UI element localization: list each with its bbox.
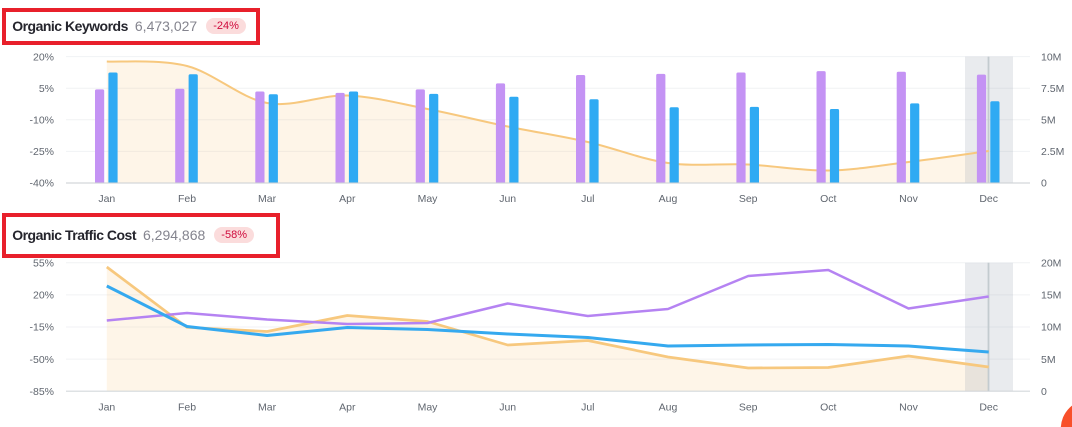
svg-text:Apr: Apr <box>339 402 356 414</box>
svg-text:Mar: Mar <box>258 402 277 414</box>
svg-text:10M: 10M <box>1041 322 1061 334</box>
svg-text:5%: 5% <box>39 83 54 95</box>
svg-text:-10%: -10% <box>29 115 54 127</box>
svg-text:15M: 15M <box>1041 290 1061 302</box>
svg-text:Jul: Jul <box>581 193 594 205</box>
svg-text:0: 0 <box>1041 178 1047 190</box>
svg-text:20%: 20% <box>33 51 54 63</box>
svg-text:Apr: Apr <box>339 193 356 205</box>
svg-text:Oct: Oct <box>820 402 836 414</box>
svg-text:Nov: Nov <box>899 193 918 205</box>
svg-text:55%: 55% <box>33 258 54 270</box>
svg-text:May: May <box>418 193 439 205</box>
svg-text:Dec: Dec <box>979 402 998 414</box>
svg-text:-50%: -50% <box>29 354 54 366</box>
svg-text:7.5M: 7.5M <box>1041 83 1064 95</box>
svg-text:Feb: Feb <box>178 193 196 205</box>
svg-text:Mar: Mar <box>258 193 277 205</box>
svg-text:Oct: Oct <box>820 193 836 205</box>
svg-text:Jul: Jul <box>581 402 594 414</box>
svg-text:20%: 20% <box>33 290 54 302</box>
svg-text:May: May <box>418 402 439 414</box>
svg-text:Nov: Nov <box>899 402 918 414</box>
svg-text:Feb: Feb <box>178 402 196 414</box>
svg-text:0: 0 <box>1041 386 1047 398</box>
svg-text:-25%: -25% <box>29 146 54 158</box>
svg-text:20M: 20M <box>1041 258 1061 270</box>
svg-text:-40%: -40% <box>29 178 54 190</box>
svg-text:Jan: Jan <box>98 402 115 414</box>
svg-text:Sep: Sep <box>739 193 758 205</box>
svg-text:2.5M: 2.5M <box>1041 146 1064 158</box>
svg-text:5M: 5M <box>1041 115 1056 127</box>
svg-text:-15%: -15% <box>29 322 54 334</box>
svg-text:Jan: Jan <box>98 193 115 205</box>
svg-text:Sep: Sep <box>739 402 758 414</box>
svg-text:Aug: Aug <box>659 193 678 205</box>
svg-text:Jun: Jun <box>499 193 516 205</box>
svg-text:Jun: Jun <box>499 402 516 414</box>
svg-text:-85%: -85% <box>29 386 54 398</box>
svg-text:Dec: Dec <box>979 193 998 205</box>
svg-text:5M: 5M <box>1041 354 1056 366</box>
svg-text:Aug: Aug <box>659 402 678 414</box>
svg-text:10M: 10M <box>1041 51 1061 63</box>
